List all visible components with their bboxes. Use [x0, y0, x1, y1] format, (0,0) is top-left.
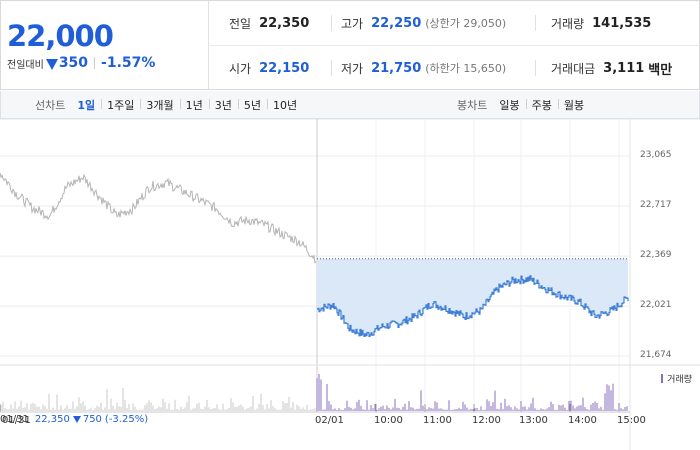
tab-1year[interactable]: 1년 — [179, 97, 209, 113]
y-tick-label: 22,717 — [640, 200, 672, 211]
change-rate: -1.57% — [101, 55, 156, 71]
volume-legend-label: 거래량 — [667, 375, 692, 385]
y-tick-label: 22,369 — [640, 250, 672, 261]
stat-volume: 거래량 141,535 — [551, 13, 651, 33]
current-price: 22,000 — [7, 19, 114, 53]
x-tick-label: 14:00 — [568, 415, 597, 426]
stats-grid: 전일 22,350 고가 22,250 (상한가 29,050) 거래량 141… — [210, 1, 700, 89]
y-tick-label: 23,065 — [640, 150, 672, 160]
prev-day-date: 01/31 — [0, 414, 29, 425]
stat-high: 고가 22,250 (상한가 29,050) — [341, 13, 506, 33]
x-tick-label: 12:00 — [472, 415, 501, 426]
x-tick-label: 01/31 — [2, 415, 31, 426]
prev-day-change: 750 — [82, 414, 102, 425]
tab-daily-candle[interactable]: 일봉 — [499, 98, 520, 112]
stat-value: 21,750 — [371, 60, 422, 76]
stat-value: 141,535 — [592, 15, 652, 31]
divider — [210, 45, 700, 46]
upper-limit: (상한가 29,050) — [425, 17, 507, 30]
x-tick-label: 15:00 — [617, 415, 646, 426]
x-tick-label: 10:00 — [374, 415, 403, 426]
stat-prev-close: 전일 22,350 — [229, 13, 309, 33]
tab-3month[interactable]: 3개월 — [140, 97, 179, 113]
x-tick-label: 13:00 — [519, 415, 548, 426]
line-chart-tabs: 선차트 1일 1주일 3개월 1년 3년 5년 10년 — [35, 91, 303, 118]
volume-legend: 거래량 — [661, 372, 692, 385]
stat-low: 저가 21,750 (하한가 15,650) — [341, 58, 506, 78]
y-tick-label: 21,674 — [640, 350, 672, 360]
stat-value: 22,150 — [259, 60, 310, 76]
stat-label: 거래량 — [551, 16, 585, 31]
tab-10year[interactable]: 10년 — [267, 97, 303, 113]
stat-label: 시가 — [229, 61, 252, 76]
change-label: 전일대비 — [7, 59, 44, 71]
stat-label: 전일 — [229, 16, 252, 31]
chart-canvas[interactable] — [0, 119, 700, 450]
today-price-line — [317, 275, 629, 337]
prev-day-info: 01/31 22,350 750 (-3.25%) — [0, 414, 148, 425]
tab-5year[interactable]: 5년 — [237, 97, 267, 113]
candle-chart-title: 봉차트 — [457, 98, 488, 112]
today-area-fill — [317, 258, 628, 337]
price-box: 22,000 전일대비 350 -1.57% — [1, 1, 209, 89]
stat-label: 고가 — [341, 16, 364, 31]
stat-value: 22,350 — [259, 15, 310, 31]
divider — [535, 60, 536, 76]
lower-limit: (하한가 15,650) — [425, 62, 507, 75]
tab-1week[interactable]: 1주일 — [101, 97, 140, 113]
divider — [331, 60, 332, 76]
tab-monthly-candle[interactable]: 월봉 — [557, 97, 590, 113]
x-tick-label: 11:00 — [423, 415, 452, 426]
price-chart[interactable]: 23,065 22,717 22,369 22,021 21,674 01/31 02/0… — [0, 119, 700, 450]
change-row: 전일대비 350 -1.57% — [7, 55, 155, 71]
line-chart-title: 선차트 — [35, 98, 66, 112]
tab-weekly-candle[interactable]: 주봉 — [525, 97, 558, 113]
stat-label: 거래대금 — [551, 61, 596, 76]
x-tick-label: 02/01 — [315, 415, 344, 426]
stat-value: 22,250 — [371, 15, 422, 31]
prev-day-line — [0, 172, 317, 265]
stat-open: 시가 22,150 — [229, 58, 309, 78]
prev-day-close: 22,350 — [34, 414, 70, 425]
divider — [331, 15, 332, 31]
candle-chart-tabs: 봉차트 일봉 주봉 월봉 — [457, 91, 590, 118]
chart-tab-bar: 선차트 1일 1주일 3개월 1년 3년 5년 10년 봉차트 일봉 주봉 월봉 — [0, 91, 700, 119]
quote-panel: 22,000 전일대비 350 -1.57% 전일 22,350 고가 22,2… — [0, 0, 700, 90]
volume-swatch — [661, 374, 664, 383]
down-arrow-icon — [72, 416, 81, 423]
tab-3year[interactable]: 3년 — [208, 97, 238, 113]
stat-label: 저가 — [341, 61, 364, 76]
down-arrow-icon — [45, 58, 58, 70]
stat-value: 3,111 — [603, 60, 645, 76]
stat-trade-value: 거래대금 3,111 백만 — [551, 58, 672, 78]
divider — [94, 57, 96, 69]
y-tick-label: 22,021 — [640, 300, 672, 311]
stat-unit: 백만 — [648, 62, 673, 78]
tab-1day[interactable]: 1일 — [77, 98, 96, 112]
divider — [535, 15, 536, 31]
prev-day-rate: (-3.25%) — [104, 414, 149, 425]
change-value: 350 — [58, 55, 89, 71]
